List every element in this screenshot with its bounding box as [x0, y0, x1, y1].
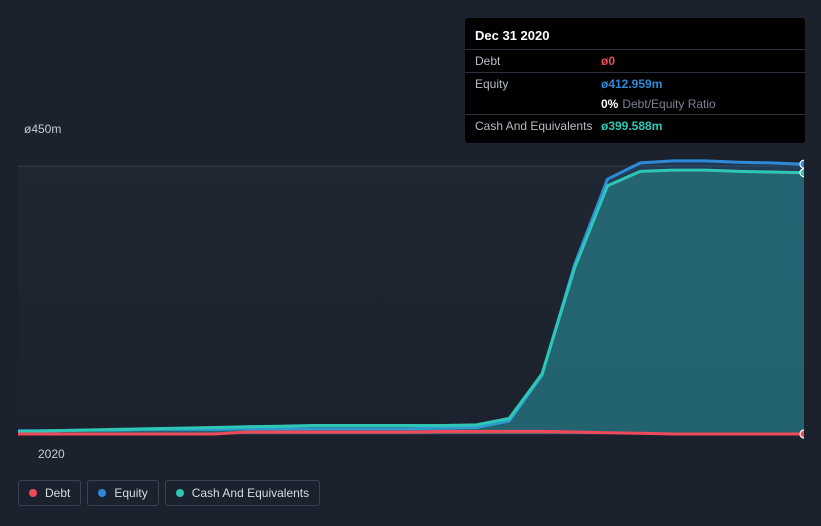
area-chart[interactable]: [18, 140, 804, 440]
x-axis-tick: 2020: [38, 447, 65, 461]
de-ratio-label: Debt/Equity Ratio: [622, 97, 715, 111]
tooltip-label: Cash And Equivalents: [475, 118, 601, 134]
swatch-icon: [176, 489, 184, 497]
legend: Debt Equity Cash And Equivalents: [18, 480, 320, 506]
legend-item-debt[interactable]: Debt: [18, 480, 81, 506]
chart-tooltip: Dec 31 2020 Debt ø0 Equity ø412.959m 0% …: [465, 18, 805, 143]
de-ratio-pct: 0%: [601, 97, 618, 111]
swatch-icon: [29, 489, 37, 497]
tooltip-row-cash: Cash And Equivalents ø399.588m: [465, 114, 805, 137]
tooltip-de-ratio: 0% Debt/Equity Ratio: [465, 95, 805, 114]
tooltip-value: ø0: [601, 53, 615, 69]
tooltip-row-equity: Equity ø412.959m: [465, 72, 805, 95]
tooltip-label: Equity: [475, 76, 601, 92]
legend-label: Debt: [45, 486, 70, 500]
y-axis-tick-max: ø450m: [24, 122, 61, 136]
tooltip-row-debt: Debt ø0: [465, 49, 805, 72]
tooltip-value: ø399.588m: [601, 118, 662, 134]
legend-item-equity[interactable]: Equity: [87, 480, 158, 506]
legend-label: Cash And Equivalents: [192, 486, 309, 500]
legend-label: Equity: [114, 486, 147, 500]
swatch-icon: [98, 489, 106, 497]
legend-item-cash[interactable]: Cash And Equivalents: [165, 480, 320, 506]
tooltip-label: Debt: [475, 53, 601, 69]
tooltip-value: ø412.959m: [601, 76, 662, 92]
tooltip-date: Dec 31 2020: [465, 24, 805, 49]
chart-svg: [18, 140, 804, 440]
